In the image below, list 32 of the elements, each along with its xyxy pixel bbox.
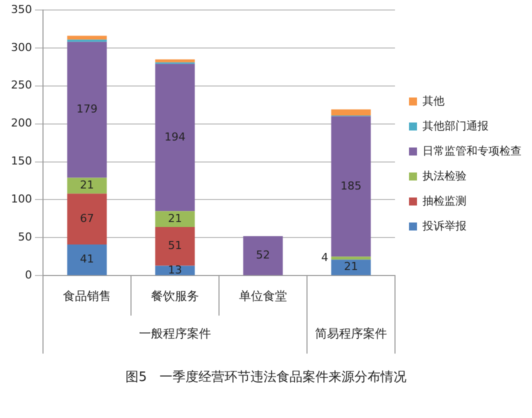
data-label: 21	[80, 178, 94, 192]
data-label: 185	[340, 179, 362, 192]
x-tick-label: 单位食堂	[239, 288, 287, 303]
y-tick-label: 150	[10, 154, 32, 168]
y-tick-label: 50	[18, 230, 32, 244]
text: 一般程序案件	[138, 326, 211, 341]
legend-label: 日常监管和专项检查	[422, 144, 522, 158]
y-tick-label: 100	[10, 192, 32, 206]
data-label: 21	[344, 260, 358, 274]
legend-label: 其他部门通报	[422, 119, 488, 132]
legend-label: 执法检验	[422, 169, 466, 182]
y-tick-label: 350	[10, 2, 32, 16]
legend-label: 其他	[422, 94, 444, 108]
data-label: 21	[168, 212, 182, 225]
data-label: 4	[321, 251, 328, 264]
y-tick-label: 0	[24, 268, 32, 282]
legend-label: 投诉举报	[422, 219, 466, 232]
x-tick-label: 餐饮服务	[150, 288, 199, 303]
data-label: 13	[168, 263, 182, 276]
data-label: 52	[256, 248, 270, 262]
x-tick-label: 食品销售	[62, 288, 111, 303]
data-label: 51	[168, 239, 182, 252]
y-tick-label: 250	[10, 78, 32, 92]
y-tick-label: 200	[10, 116, 32, 130]
text: 图5 一季度经营环节违法食品案件来源分布情况	[126, 368, 406, 385]
legend-label: 抽检监测	[422, 194, 466, 208]
data-label: 67	[80, 212, 94, 225]
data-label: 41	[80, 252, 94, 266]
data-label: 179	[76, 102, 98, 116]
text: 简易程序案件	[315, 326, 387, 341]
data-label: 194	[164, 130, 186, 144]
y-tick-label: 300	[10, 40, 32, 54]
